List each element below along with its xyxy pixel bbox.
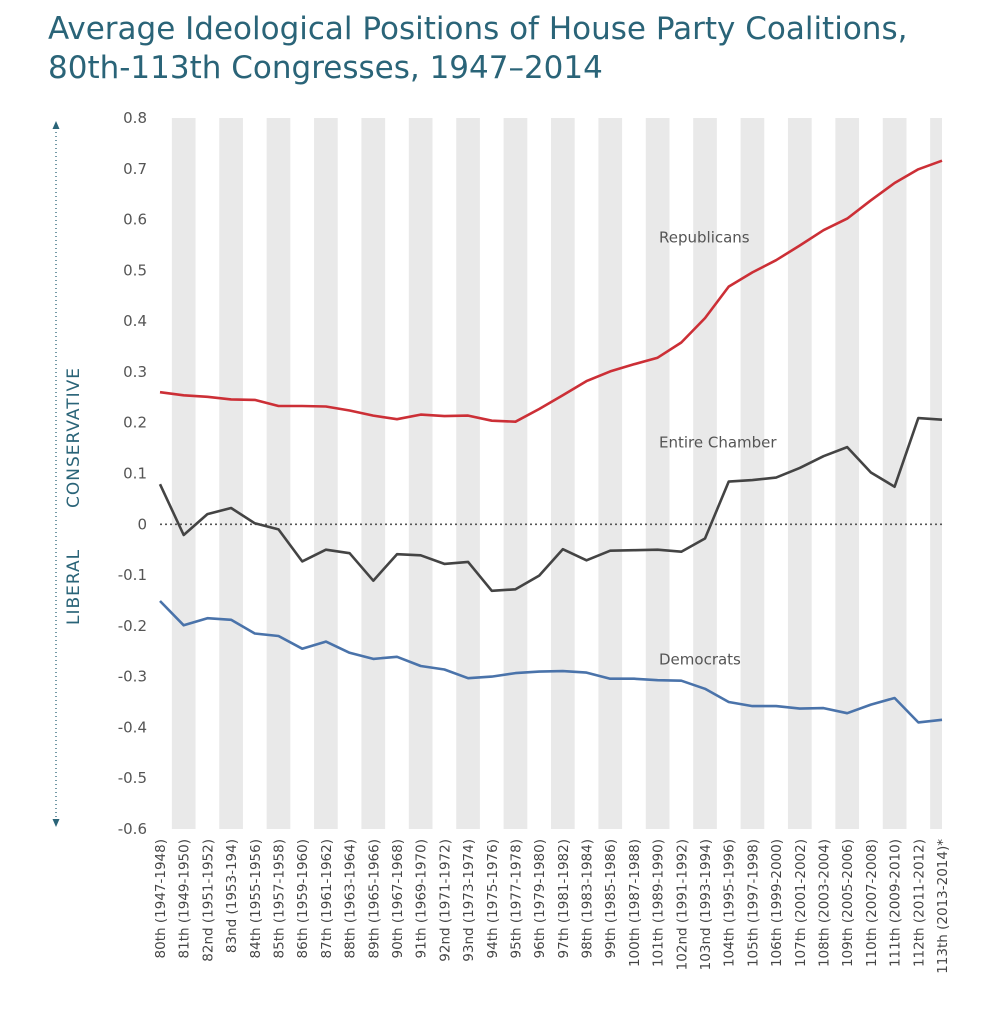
y-tick-label: 0.5	[123, 261, 147, 279]
x-tick-label: 93nd (1973-1974)	[461, 839, 477, 962]
x-tick-label: 102nd (1991-1992)	[674, 839, 690, 970]
y-tick-label: 0	[137, 515, 147, 533]
republicans-series-line	[159, 159, 943, 424]
chart-title-line-2: 80th-113th Congresses, 1947–2014	[48, 50, 603, 86]
x-tick-label: 103nd (1993-1994)	[698, 839, 714, 970]
x-tick-label: 88th (1963-1964)	[343, 839, 359, 958]
liberal-label: LIBERAL	[64, 549, 84, 625]
background-bands	[171, 118, 942, 829]
background-band	[930, 118, 942, 829]
background-band	[314, 118, 338, 829]
x-tick-label: 90th (1967-1968)	[390, 839, 406, 958]
background-band	[551, 118, 575, 829]
x-tick-label: 95th (1977-1978)	[508, 839, 524, 958]
x-tick-label: 84th (1955-1956)	[248, 839, 264, 958]
x-tick-label: 107th (2001-2002)	[793, 839, 809, 967]
x-tick-label: 108th (2003-2004)	[817, 839, 833, 967]
background-band	[598, 118, 623, 829]
y-tick-label: 0.1	[123, 465, 147, 483]
background-band	[645, 118, 670, 829]
x-tick-label: 89th (1965-1966)	[366, 839, 382, 958]
x-tick-label: 81th (1949-1950)	[177, 839, 193, 958]
background-band	[740, 118, 765, 829]
y-tick-label: 0.3	[123, 363, 147, 381]
y-tick-label: 0.8	[123, 109, 147, 127]
republicans-label: Republicans	[659, 228, 750, 246]
background-band	[693, 118, 717, 829]
x-tick-label: 86th (1959-1960)	[295, 839, 311, 958]
y-tick-label: -0.4	[118, 718, 147, 736]
y-tick-label: -0.3	[118, 668, 147, 686]
background-band	[456, 118, 480, 829]
x-tick-label: 96th (1979-1980)	[532, 839, 548, 958]
x-tick-label: 94th (1975-1976)	[485, 839, 501, 958]
background-band	[171, 118, 196, 829]
conservative-label: CONSERVATIVE	[64, 367, 84, 508]
y-tick-label: -0.6	[118, 820, 147, 838]
x-tick-label: 97th (1981-1982)	[556, 839, 572, 958]
series-lines: Republicans Entire Chamber Democrats	[158, 159, 943, 724]
direction-indicator: CONSERVATIVE LIBERAL	[52, 121, 84, 827]
x-tick-label: 85th (1957-1958)	[271, 839, 287, 958]
y-tick-label: 0.4	[123, 312, 147, 330]
chamber-label: Entire Chamber	[659, 434, 777, 452]
x-tick-label: 99th (1985-1986)	[603, 839, 619, 958]
y-axis: 0.8 0.7 0.6 0.5 0.4 0.3 0.2 0.1 0 -0.1 -0.2 -0.3 -0.…	[118, 109, 147, 838]
down-arrow-icon	[52, 819, 60, 827]
x-tick-label: 105th (1997-1998)	[745, 839, 761, 967]
background-band	[361, 118, 386, 829]
x-tick-label: 100th (1987-1988)	[627, 839, 643, 967]
background-band	[408, 118, 433, 829]
x-tick-label: 82nd (1951-1952)	[200, 839, 216, 962]
x-tick-label: 104th (1995-1996)	[722, 839, 738, 967]
up-arrow-icon	[52, 121, 60, 129]
background-band	[266, 118, 291, 829]
x-tick-label: 111th (2009-2010)	[888, 839, 904, 967]
y-tick-label: -0.2	[118, 617, 147, 635]
x-tick-label: 83nd (1953-194)	[224, 839, 240, 953]
x-tick-label: 110th (2007-2008)	[864, 839, 880, 967]
chart-title: Average Ideological Positions of House P…	[48, 10, 907, 88]
x-tick-label: 101th (1989-1990)	[651, 839, 667, 967]
x-tick-label: 106th (1999-2000)	[769, 839, 785, 967]
background-band	[835, 118, 860, 829]
x-axis: 80th (1947-1948) 81th (1949-1950) 82nd (19…	[153, 839, 951, 974]
x-tick-label: 91th (1969-1970)	[414, 839, 430, 958]
x-tick-label: 92nd (1971-1972)	[437, 839, 453, 962]
y-tick-label: 0.6	[123, 211, 147, 229]
x-tick-label: 112th (2011-2012)	[911, 839, 927, 967]
x-tick-label: 87th (1961-1962)	[319, 839, 335, 958]
x-tick-label: 109th (2005-2006)	[840, 839, 856, 967]
background-band	[882, 118, 907, 829]
x-tick-label: 113th (2013-2014)*	[935, 839, 951, 974]
chart-title-line-1: Average Ideological Positions of House P…	[48, 11, 908, 47]
y-tick-label: -0.1	[118, 566, 147, 584]
democrats-label: Democrats	[659, 650, 741, 668]
chamber-series-line	[158, 416, 943, 593]
democrats-series-line	[159, 600, 943, 724]
y-tick-label: 0.2	[123, 414, 147, 432]
background-band	[503, 118, 528, 829]
y-tick-label: 0.7	[123, 160, 147, 178]
background-band	[219, 118, 243, 829]
y-tick-label: -0.5	[118, 769, 147, 787]
x-tick-label: 80th (1947-1948)	[153, 839, 169, 958]
x-tick-label: 98th (1983-1984)	[580, 839, 596, 958]
background-band	[787, 118, 812, 829]
